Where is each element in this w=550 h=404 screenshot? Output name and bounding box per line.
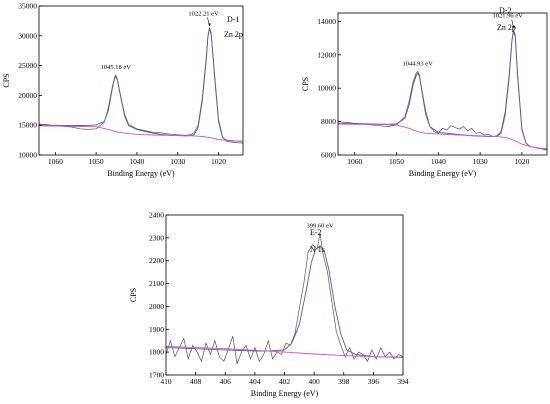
x-tick-label: 400	[309, 377, 321, 386]
x-tick-label: 1060	[347, 157, 362, 166]
series-line	[38, 125, 244, 142]
series-line	[337, 123, 548, 150]
element-label: Zn 2p	[224, 30, 243, 39]
x-axis-title: Binding Energy (eV)	[409, 169, 477, 178]
x-tick-label: 396	[368, 377, 380, 386]
x-tick-label: 398	[338, 377, 350, 386]
y-tick-label: 35000	[18, 2, 37, 11]
peak-arrowhead	[208, 23, 211, 27]
x-tick-label: 402	[279, 377, 291, 386]
y-tick-label: 8000	[321, 117, 336, 126]
xps-n1s-e2-chart: 410 408 406 404 402 400 398 396 394 1700 1800 1900 2…	[129, 211, 409, 399]
element-label: N 1s	[310, 245, 325, 254]
y-tick-label: 15000	[18, 121, 37, 130]
series-line	[38, 28, 244, 142]
y-tick-label: 2300	[149, 233, 164, 242]
x-tick-label: 1020	[514, 157, 529, 166]
peak-label: 1021.96 eV	[493, 13, 524, 20]
x-tick-label: 406	[220, 377, 232, 386]
panel-label: E-2	[310, 228, 322, 237]
x-tick-label: 1030	[170, 157, 185, 166]
y-tick-label: 25000	[18, 61, 37, 70]
plot-frame	[38, 5, 244, 156]
x-tick-label: 1060	[48, 157, 63, 166]
series-line	[165, 345, 404, 359]
element-label: Zn 2p	[497, 23, 516, 32]
x-tick-label: 1040	[129, 157, 144, 166]
plot-frame	[337, 12, 548, 156]
x-tick-label: 1020	[211, 157, 226, 166]
peak-label: 1022.21 eV	[188, 10, 219, 17]
y-axis-title: CPS	[2, 73, 11, 87]
peak-label: 1044.93 eV	[403, 60, 434, 67]
y-tick-label: 2000	[149, 302, 164, 311]
x-tick-label: 1050	[389, 157, 404, 166]
y-tick-label: 20000	[18, 91, 37, 100]
y-tick-label: 10000	[18, 151, 37, 160]
y-tick-label: 10000	[317, 84, 336, 93]
y-tick-label: 2100	[149, 279, 164, 288]
y-axis-title: CPS	[129, 288, 138, 302]
x-tick-label: 410	[160, 377, 172, 386]
x-tick-label: 404	[249, 377, 261, 386]
y-tick-label: 1700	[149, 371, 164, 380]
series-line	[165, 233, 404, 365]
y-axis-title: CPS	[301, 77, 310, 91]
y-tick-label: 30000	[18, 31, 37, 40]
y-tick-label: 2200	[149, 256, 164, 265]
peak-label: 399.60 eV	[307, 222, 334, 229]
x-tick-label: 1050	[89, 157, 104, 166]
x-tick-label: 1040	[431, 157, 446, 166]
x-axis-title: Binding Energy (eV)	[107, 169, 175, 178]
y-tick-label: 12000	[317, 50, 336, 59]
panel-label: D-1	[227, 15, 239, 24]
series-line	[337, 31, 548, 150]
peak-label: 1045.18 eV	[101, 64, 132, 71]
x-axis-title: Binding Energy (eV)	[251, 389, 319, 398]
x-tick-label: 408	[190, 377, 202, 386]
y-tick-label: 14000	[317, 17, 336, 26]
series-line	[38, 27, 244, 144]
y-tick-label: 1900	[149, 325, 164, 334]
xps-zn2p-d1-chart: 1060 1050 1040 1030 1020 10000 15000 20000 25000…	[2, 2, 244, 178]
plot-frame	[165, 214, 404, 376]
y-tick-label: 1800	[149, 348, 164, 357]
xps-zn2p-d2-chart: 1060 1050 1040 1030 1020 6000 8000 10000 12000 14…	[301, 6, 548, 178]
panel-label: D-2	[499, 6, 511, 15]
y-tick-label: 6000	[321, 151, 336, 160]
x-tick-label: 394	[397, 377, 409, 386]
x-tick-label: 1030	[473, 157, 488, 166]
series-line	[165, 245, 404, 358]
y-tick-label: 2400	[149, 211, 164, 220]
peak-arrowhead	[512, 25, 515, 29]
